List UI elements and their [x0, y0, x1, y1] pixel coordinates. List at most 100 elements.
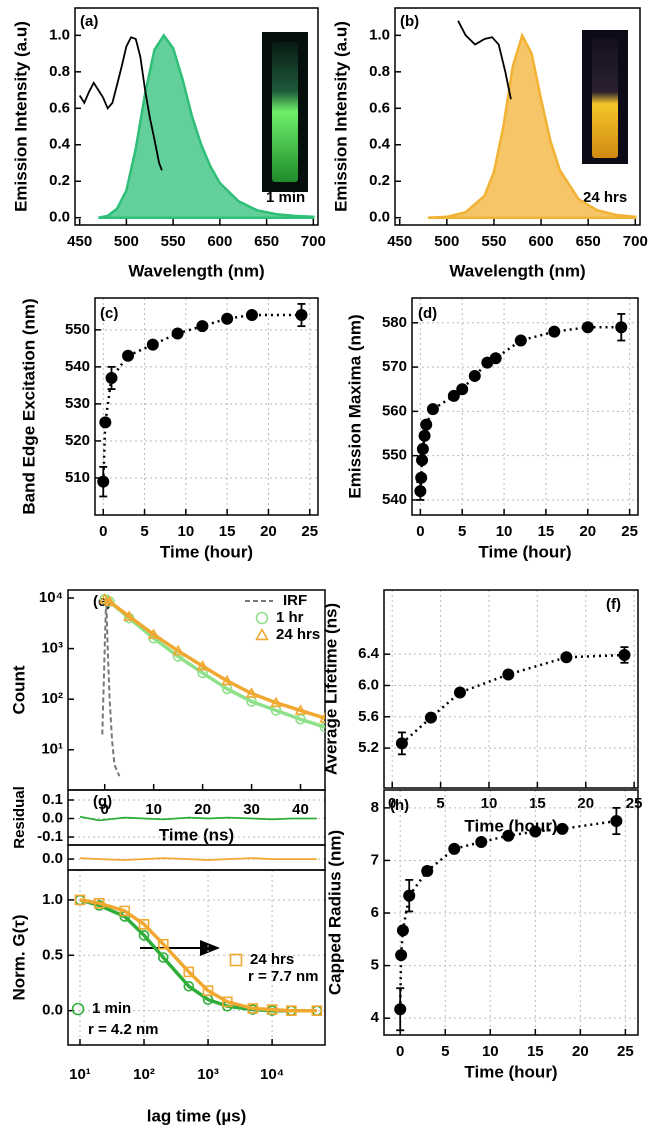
y-tick-label: 10¹ [41, 741, 63, 758]
point [418, 429, 431, 442]
point [146, 338, 159, 351]
y-axis-label: Band Edge Excitation (nm) [19, 298, 38, 514]
x-tick-label: 550 [481, 233, 506, 250]
x-tick-label: 20 [260, 523, 277, 540]
x-tick-label: 5 [441, 1043, 449, 1060]
y-tick-label: 0.8 [369, 63, 390, 80]
y-tick-label: 0.6 [369, 99, 390, 116]
line [79, 857, 317, 861]
x-tick-label: 450 [387, 233, 412, 250]
x-tick-label: 550 [161, 233, 186, 250]
plot-frame [394, 7, 641, 226]
vial [592, 38, 618, 158]
point [93, 897, 105, 909]
y-axis-label: Average Lifetime (ns) [321, 603, 340, 775]
point [414, 485, 427, 498]
x-tick-label: 10 [482, 1043, 499, 1060]
point [447, 389, 460, 402]
y-tick-label: 510 [65, 469, 90, 486]
x-tick-label: 20 [579, 523, 596, 540]
point [396, 924, 409, 937]
line [78, 36, 163, 171]
panel-label: (g) [93, 793, 112, 810]
y-tick-label: 0.2 [369, 172, 390, 189]
annotation: r = 7.7 nm [248, 968, 318, 985]
x-tick-label: 5 [458, 523, 466, 540]
x-axis-label: lag time (µs) [147, 1106, 247, 1125]
x-axis-label: Time (hour) [160, 542, 253, 561]
plot-frame [411, 297, 639, 516]
point [403, 889, 416, 902]
x-tick-label: 0 [388, 795, 396, 812]
y-tick-label: 0.5 [42, 946, 63, 963]
point [222, 996, 233, 1008]
x-tick-label: 650 [254, 233, 279, 250]
y-tick-label: 550 [382, 447, 407, 464]
x-tick-label: 10⁴ [260, 1066, 284, 1083]
point [618, 648, 631, 661]
point [196, 320, 209, 333]
y-axis-label: Count [9, 665, 28, 714]
point [581, 321, 594, 334]
point [270, 696, 282, 708]
point [157, 952, 169, 963]
y-tick-label: -0.1 [37, 828, 63, 845]
plot-frame [383, 789, 639, 1036]
point [420, 418, 433, 431]
y-tick-label: 580 [382, 314, 407, 331]
x-tick-label: 0 [99, 523, 107, 540]
y-tick-label: 0.1 [42, 791, 63, 808]
point [197, 667, 208, 679]
point [295, 309, 308, 322]
y-tick-label: 0.4 [369, 136, 391, 153]
point [119, 905, 131, 917]
point [138, 918, 150, 930]
legend-label: 1 hr [276, 609, 304, 626]
line [419, 325, 622, 492]
legend-label: 24 hrs [276, 626, 320, 643]
legend-marker [255, 611, 269, 625]
point [489, 352, 502, 365]
point [97, 475, 110, 488]
point [556, 822, 569, 835]
point [311, 1005, 323, 1016]
point [183, 966, 195, 978]
y-axis-label: Norm. G(τ) [9, 915, 28, 1001]
x-tick-label: 5 [436, 795, 444, 812]
x-axis-label: Wavelength (nm) [449, 261, 585, 280]
y-axis-label: Emission Intensity (a.u) [11, 21, 30, 212]
y-tick-label: 6.4 [358, 645, 380, 662]
y-tick-label: 0.4 [49, 136, 71, 153]
y-tick-label: 540 [382, 491, 407, 508]
y-axis-label: Emission Intensity (a.u) [331, 21, 350, 212]
x-tick-label: 0 [396, 1043, 404, 1060]
point [426, 403, 439, 416]
x-tick-label: 10 [481, 795, 498, 812]
y-tick-label: 0.0 [42, 809, 63, 826]
point [103, 595, 116, 606]
vial [272, 42, 298, 182]
point [196, 659, 209, 671]
y-tick-label: 560 [382, 402, 407, 419]
y-tick-label: 0.0 [42, 1002, 63, 1019]
point [395, 949, 408, 962]
point [502, 829, 515, 842]
point [221, 674, 233, 686]
point [548, 325, 561, 338]
x-tick-label: 20 [194, 801, 211, 818]
x-tick-label: 30 [243, 801, 260, 818]
x-tick-label: 15 [538, 523, 555, 540]
point [172, 644, 185, 656]
point [448, 842, 461, 855]
line [457, 20, 512, 100]
x-axis-label: Time (hour) [478, 542, 571, 561]
point [123, 610, 136, 621]
line [401, 653, 625, 745]
line [398, 819, 617, 1010]
point [421, 864, 434, 877]
point [202, 985, 214, 997]
line [102, 313, 302, 482]
panel-label: (b) [400, 13, 419, 30]
y-tick-label: 530 [65, 395, 90, 412]
annotation: 1 min [266, 189, 305, 206]
